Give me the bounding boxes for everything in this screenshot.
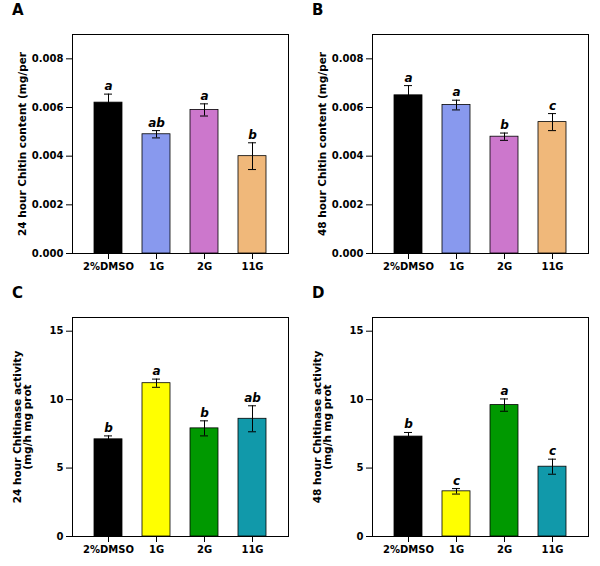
html-text:D: D <box>312 284 325 302</box>
svg-text:a: a <box>104 79 112 93</box>
svg-text:b: b <box>404 417 413 431</box>
svg-text:10: 10 <box>350 394 364 405</box>
svg-text:0.002: 0.002 <box>332 199 364 210</box>
svg-text:11G: 11G <box>241 261 263 272</box>
svg-text:0.008: 0.008 <box>32 53 64 64</box>
svg-text:2%DMSO: 2%DMSO <box>83 261 134 272</box>
svg-text:ab: ab <box>244 391 261 405</box>
svg-text:2%DMSO: 2%DMSO <box>383 261 434 272</box>
svg-text:0.006: 0.006 <box>332 102 364 113</box>
svg-text:0: 0 <box>57 531 64 542</box>
svg-text:2G: 2G <box>497 261 512 272</box>
svg-text:0: 0 <box>357 531 364 542</box>
svg-text:0.000: 0.000 <box>32 248 64 259</box>
svg-text:48 hour Chitinase activity(mg/: 48 hour Chitinase activity(mg/h mg prot <box>311 351 334 504</box>
svg-text:24 hour Chitin content (mg/per: 24 hour Chitin content (mg/per <box>16 51 28 236</box>
svg-text:0.000: 0.000 <box>332 248 364 259</box>
svg-text:2G: 2G <box>197 544 212 555</box>
svg-text:5: 5 <box>357 462 364 473</box>
svg-text:0.006: 0.006 <box>32 102 64 113</box>
svg-text:2%DMSO: 2%DMSO <box>383 544 434 555</box>
svg-text:11G: 11G <box>241 544 263 555</box>
svg-text:5: 5 <box>57 462 64 473</box>
svg-text:0.004: 0.004 <box>32 150 64 161</box>
svg-text:b: b <box>248 128 257 142</box>
svg-text:2G: 2G <box>497 544 512 555</box>
svg-text:a: a <box>452 85 460 99</box>
svg-text:15: 15 <box>350 325 364 336</box>
html-text:C: C <box>12 284 23 302</box>
svg-text:0.004: 0.004 <box>332 150 364 161</box>
svg-text:1G: 1G <box>149 544 164 555</box>
html-text:B: B <box>312 1 324 19</box>
svg-text:a: a <box>152 364 160 378</box>
svg-text:1G: 1G <box>449 261 464 272</box>
svg-text:a: a <box>404 71 412 85</box>
svg-text:c: c <box>453 474 460 488</box>
svg-text:1G: 1G <box>449 544 464 555</box>
svg-text:b: b <box>500 118 509 132</box>
svg-text:c: c <box>549 444 556 458</box>
html-text:A: A <box>12 1 24 19</box>
svg-text:0.002: 0.002 <box>32 199 64 210</box>
svg-text:48 hour Chitin content (mg/per: 48 hour Chitin content (mg/per <box>316 51 328 236</box>
svg-text:2G: 2G <box>197 261 212 272</box>
svg-text:2%DMSO: 2%DMSO <box>83 544 134 555</box>
svg-text:11G: 11G <box>541 261 563 272</box>
svg-text:b: b <box>104 421 113 435</box>
svg-text:a: a <box>500 384 508 398</box>
svg-text:24 hour Chitinase activity(mg/: 24 hour Chitinase activity(mg/h mg prot <box>11 351 34 504</box>
svg-text:15: 15 <box>50 325 64 336</box>
svg-text:ab: ab <box>148 116 165 130</box>
svg-text:0.008: 0.008 <box>332 53 364 64</box>
svg-text:1G: 1G <box>149 261 164 272</box>
svg-text:10: 10 <box>50 394 64 405</box>
svg-text:a: a <box>200 89 208 103</box>
svg-text:c: c <box>549 99 556 113</box>
svg-text:b: b <box>200 406 209 420</box>
svg-text:11G: 11G <box>541 544 563 555</box>
